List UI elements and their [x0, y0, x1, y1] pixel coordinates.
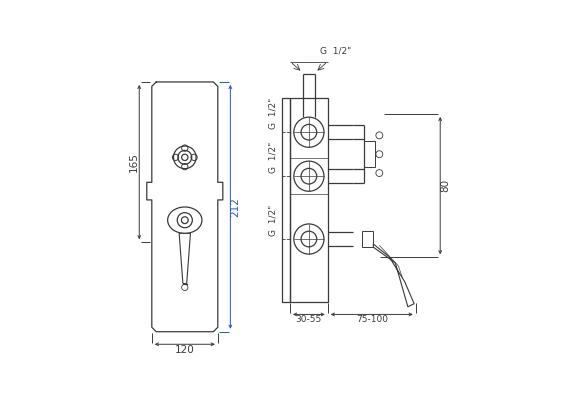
Bar	[290, 98, 328, 302]
Bar	[282, 98, 290, 302]
Text: G  1/2": G 1/2"	[269, 98, 278, 129]
Text: G  1/2": G 1/2"	[320, 46, 351, 55]
Polygon shape	[373, 244, 414, 307]
Text: 80: 80	[440, 179, 451, 192]
Text: 75-100: 75-100	[356, 315, 387, 324]
Text: G  1/2": G 1/2"	[269, 142, 278, 173]
Bar	[362, 231, 373, 247]
Text: 212: 212	[230, 197, 241, 217]
Text: G  1/2": G 1/2"	[269, 205, 278, 236]
Bar	[364, 141, 375, 167]
Polygon shape	[179, 233, 191, 284]
Text: 30-55: 30-55	[296, 315, 322, 324]
Text: 165: 165	[129, 152, 139, 172]
Text: 120: 120	[175, 345, 195, 355]
